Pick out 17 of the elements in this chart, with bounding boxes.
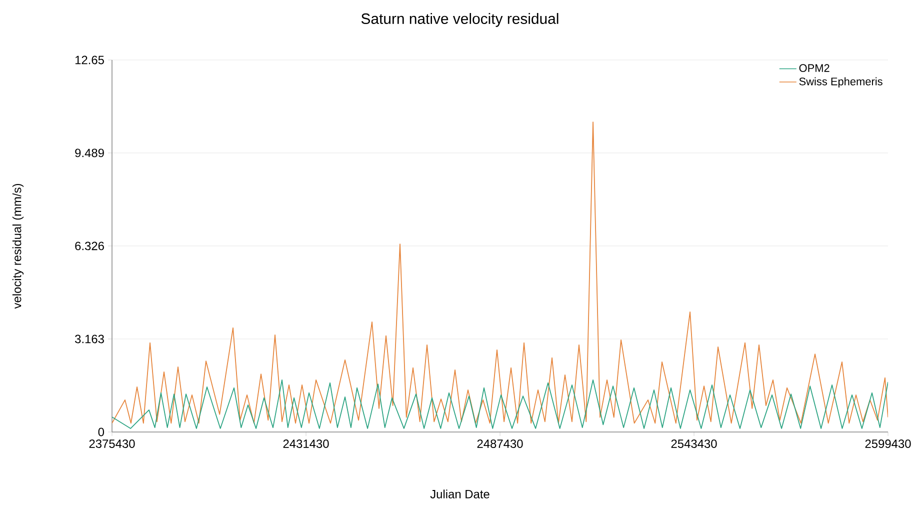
line-series — [112, 379, 888, 429]
x-tick-label: 2543430 — [671, 440, 717, 448]
x-tick-label: 2431430 — [283, 440, 329, 448]
y-tick-label: 9.489 — [75, 148, 104, 158]
chart-title: Saturn native velocity residual — [361, 13, 558, 27]
x-tick-label: 2375430 — [89, 440, 135, 448]
y-tick-label: 6.326 — [75, 242, 104, 250]
y-tick-label: 12.65 — [75, 56, 104, 64]
y-tick-label: 0 — [98, 428, 104, 436]
y-axis-title: velocity residual (mm/s) — [12, 184, 24, 309]
x-axis-title: Julian Date — [430, 490, 490, 498]
legend-label: OPM2 — [799, 64, 830, 72]
line-series — [112, 122, 888, 424]
y-tick-label: 3.163 — [75, 334, 104, 344]
x-tick-label: 2487430 — [477, 440, 523, 448]
legend-label: Swiss Ephemeris — [799, 77, 882, 88]
x-tick-label: 2599430 — [865, 440, 911, 448]
